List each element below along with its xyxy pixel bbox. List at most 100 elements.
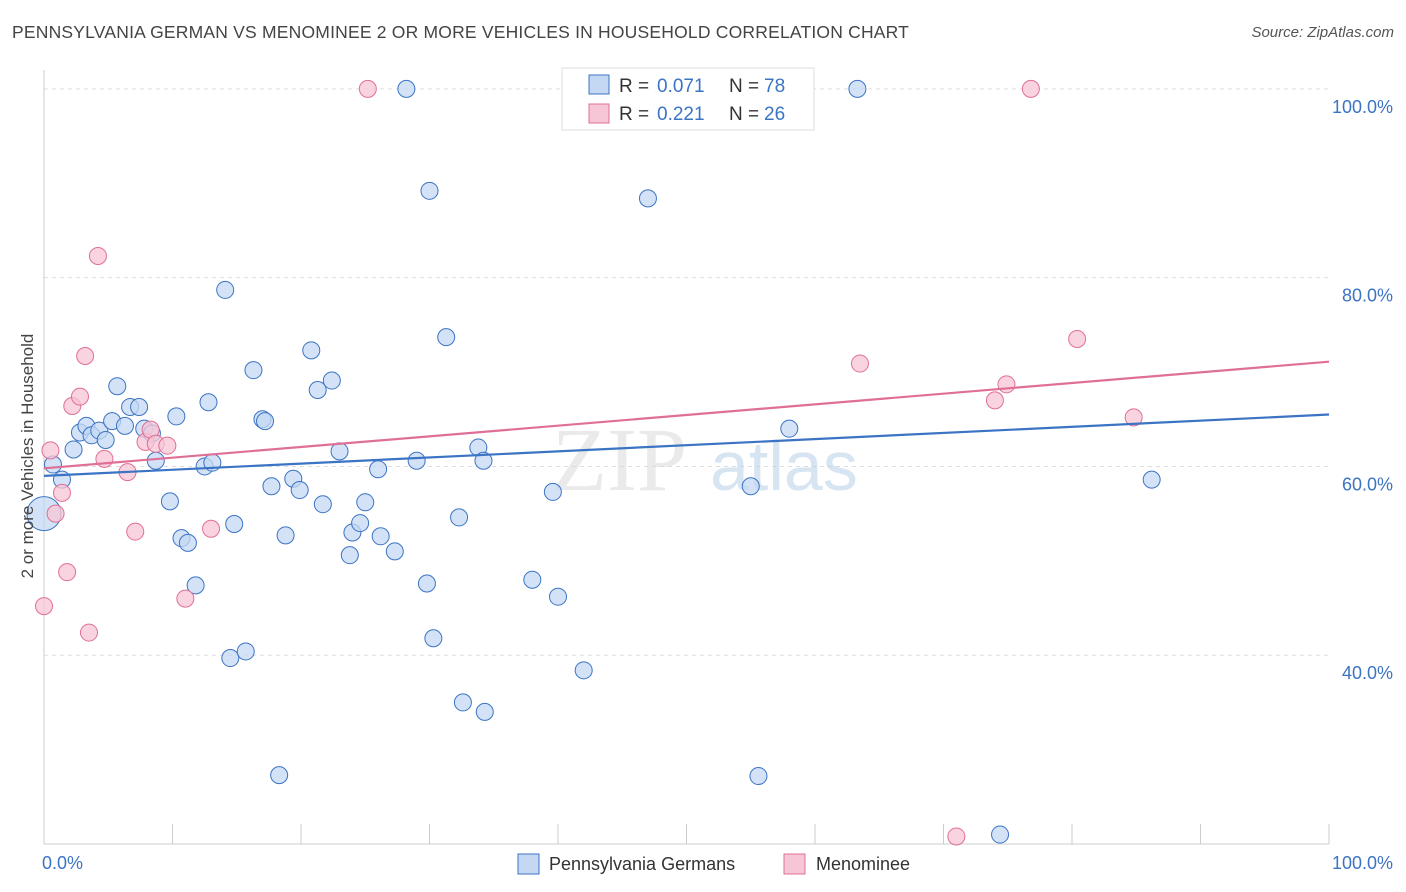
point-menominee (985, 391, 1004, 410)
point-pennsylvania-germans (407, 451, 426, 470)
point-pennsylvania-germans (236, 642, 255, 661)
x-tick-label: 0.0% (42, 853, 83, 873)
source-label: Source: ZipAtlas.com (1251, 24, 1394, 41)
chart-title: PENNSYLVANIA GERMAN VS MENOMINEE 2 OR MO… (12, 22, 910, 42)
trend-line-pennsylvania-germans (43, 413, 1330, 477)
legend-r-value-1: 0.071 (657, 76, 705, 97)
point-pennsylvania-germans (453, 693, 472, 712)
point-pennsylvania-germans (244, 361, 263, 380)
legend-swatch-blue (588, 74, 610, 95)
point-menominee (176, 589, 195, 608)
point-pennsylvania-germans (256, 412, 275, 431)
point-pennsylvania-germans (199, 393, 218, 412)
point-pennsylvania-germans (369, 460, 388, 479)
legend-r-label-1: R = (619, 76, 649, 97)
point-pennsylvania-germans (290, 481, 309, 500)
bottom-legend-swatch-pink (783, 853, 806, 875)
legend-r-label-2: R = (619, 104, 649, 125)
point-pennsylvania-germans (108, 377, 127, 396)
point-pennsylvania-germans (437, 328, 456, 347)
point-pennsylvania-germans (178, 533, 197, 552)
point-menominee (158, 436, 177, 455)
point-pennsylvania-germans (115, 416, 134, 435)
point-pennsylvania-germans (371, 527, 390, 546)
point-pennsylvania-germans (450, 508, 469, 527)
y-tick-label: 60.0% (1342, 474, 1393, 494)
point-pennsylvania-germans (549, 587, 567, 606)
data-points (26, 79, 1161, 846)
point-menominee (850, 354, 869, 373)
point-pennsylvania-germans (991, 825, 1010, 844)
point-pennsylvania-germans (417, 574, 436, 593)
point-menominee (41, 441, 60, 460)
point-pennsylvania-germans (424, 629, 443, 648)
point-pennsylvania-germans (420, 181, 439, 200)
point-menominee (202, 519, 221, 538)
trend-line-menominee (43, 360, 1330, 470)
point-pennsylvania-germans (262, 477, 281, 496)
point-menominee (88, 246, 107, 265)
point-pennsylvania-germans (340, 546, 359, 565)
point-menominee (58, 563, 77, 582)
x-tick-label: 100.0% (1332, 853, 1393, 873)
trend-lines (43, 360, 1330, 477)
point-pennsylvania-germans (146, 451, 165, 470)
y-tick-label: 80.0% (1342, 286, 1393, 306)
watermark: ZIP atlas (552, 411, 858, 510)
point-pennsylvania-germans (543, 482, 562, 501)
x-tick-labels: 0.0% 100.0% (42, 853, 1393, 873)
point-menominee (1021, 79, 1040, 98)
point-menominee (70, 387, 89, 406)
point-pennsylvania-germans (96, 431, 115, 450)
point-pennsylvania-germans (385, 542, 404, 561)
point-pennsylvania-germans (308, 380, 327, 399)
point-menominee (1124, 408, 1143, 427)
point-pennsylvania-germans (780, 419, 799, 438)
point-pennsylvania-germans (225, 515, 244, 534)
y-tick-labels: 40.0% 60.0% 80.0% 100.0% (1332, 97, 1393, 683)
point-menominee (1068, 330, 1087, 349)
legend-n-value-1: 78 (764, 76, 785, 97)
bottom-legend-label-2: Menominee (816, 854, 910, 874)
point-pennsylvania-germans (186, 576, 205, 595)
legend-n-label-1: N = (729, 76, 759, 97)
y-tick-label: 40.0% (1342, 663, 1393, 683)
point-pennsylvania-germans (216, 280, 235, 299)
point-pennsylvania-germans (474, 451, 493, 470)
point-pennsylvania-germans (475, 702, 494, 721)
point-pennsylvania-germans (1142, 470, 1161, 489)
point-menominee (126, 522, 145, 541)
axes (43, 70, 1330, 845)
point-menominee (997, 375, 1016, 394)
legend-swatch-pink (588, 103, 610, 124)
point-pennsylvania-germans (130, 397, 149, 416)
point-pennsylvania-germans (397, 79, 416, 98)
bottom-legend-swatch-blue (517, 853, 540, 875)
point-pennsylvania-germans (302, 341, 321, 360)
point-pennsylvania-germans (276, 526, 295, 545)
point-pennsylvania-germans (160, 492, 179, 511)
grid-lines (44, 88, 1329, 656)
point-pennsylvania-germans (221, 649, 240, 668)
point-menominee (52, 483, 71, 502)
y-axis-label: 2 or more Vehicles in Household (18, 334, 37, 579)
legend: R = 0.071 N = 78 R = 0.221 N = 26 (561, 67, 815, 131)
point-pennsylvania-germans (638, 189, 657, 208)
point-pennsylvania-germans (313, 495, 332, 514)
point-pennsylvania-germans (322, 371, 341, 390)
point-menominee (358, 79, 377, 98)
point-menominee (76, 347, 95, 366)
legend-r-value-2: 0.221 (657, 104, 705, 125)
watermark-zip: ZIP (552, 411, 687, 510)
bottom-legend: Pennsylvania Germans Menominee (517, 853, 910, 875)
point-pennsylvania-germans (523, 570, 542, 589)
point-pennsylvania-germans (749, 767, 768, 786)
legend-n-value-2: 26 (764, 104, 785, 125)
bottom-legend-label-1: Pennsylvania Germans (549, 854, 735, 874)
point-menominee (35, 597, 53, 616)
point-pennsylvania-germans (167, 407, 186, 426)
legend-n-label-2: N = (729, 104, 759, 125)
y-tick-label: 100.0% (1332, 97, 1393, 117)
point-pennsylvania-germans (574, 661, 593, 680)
